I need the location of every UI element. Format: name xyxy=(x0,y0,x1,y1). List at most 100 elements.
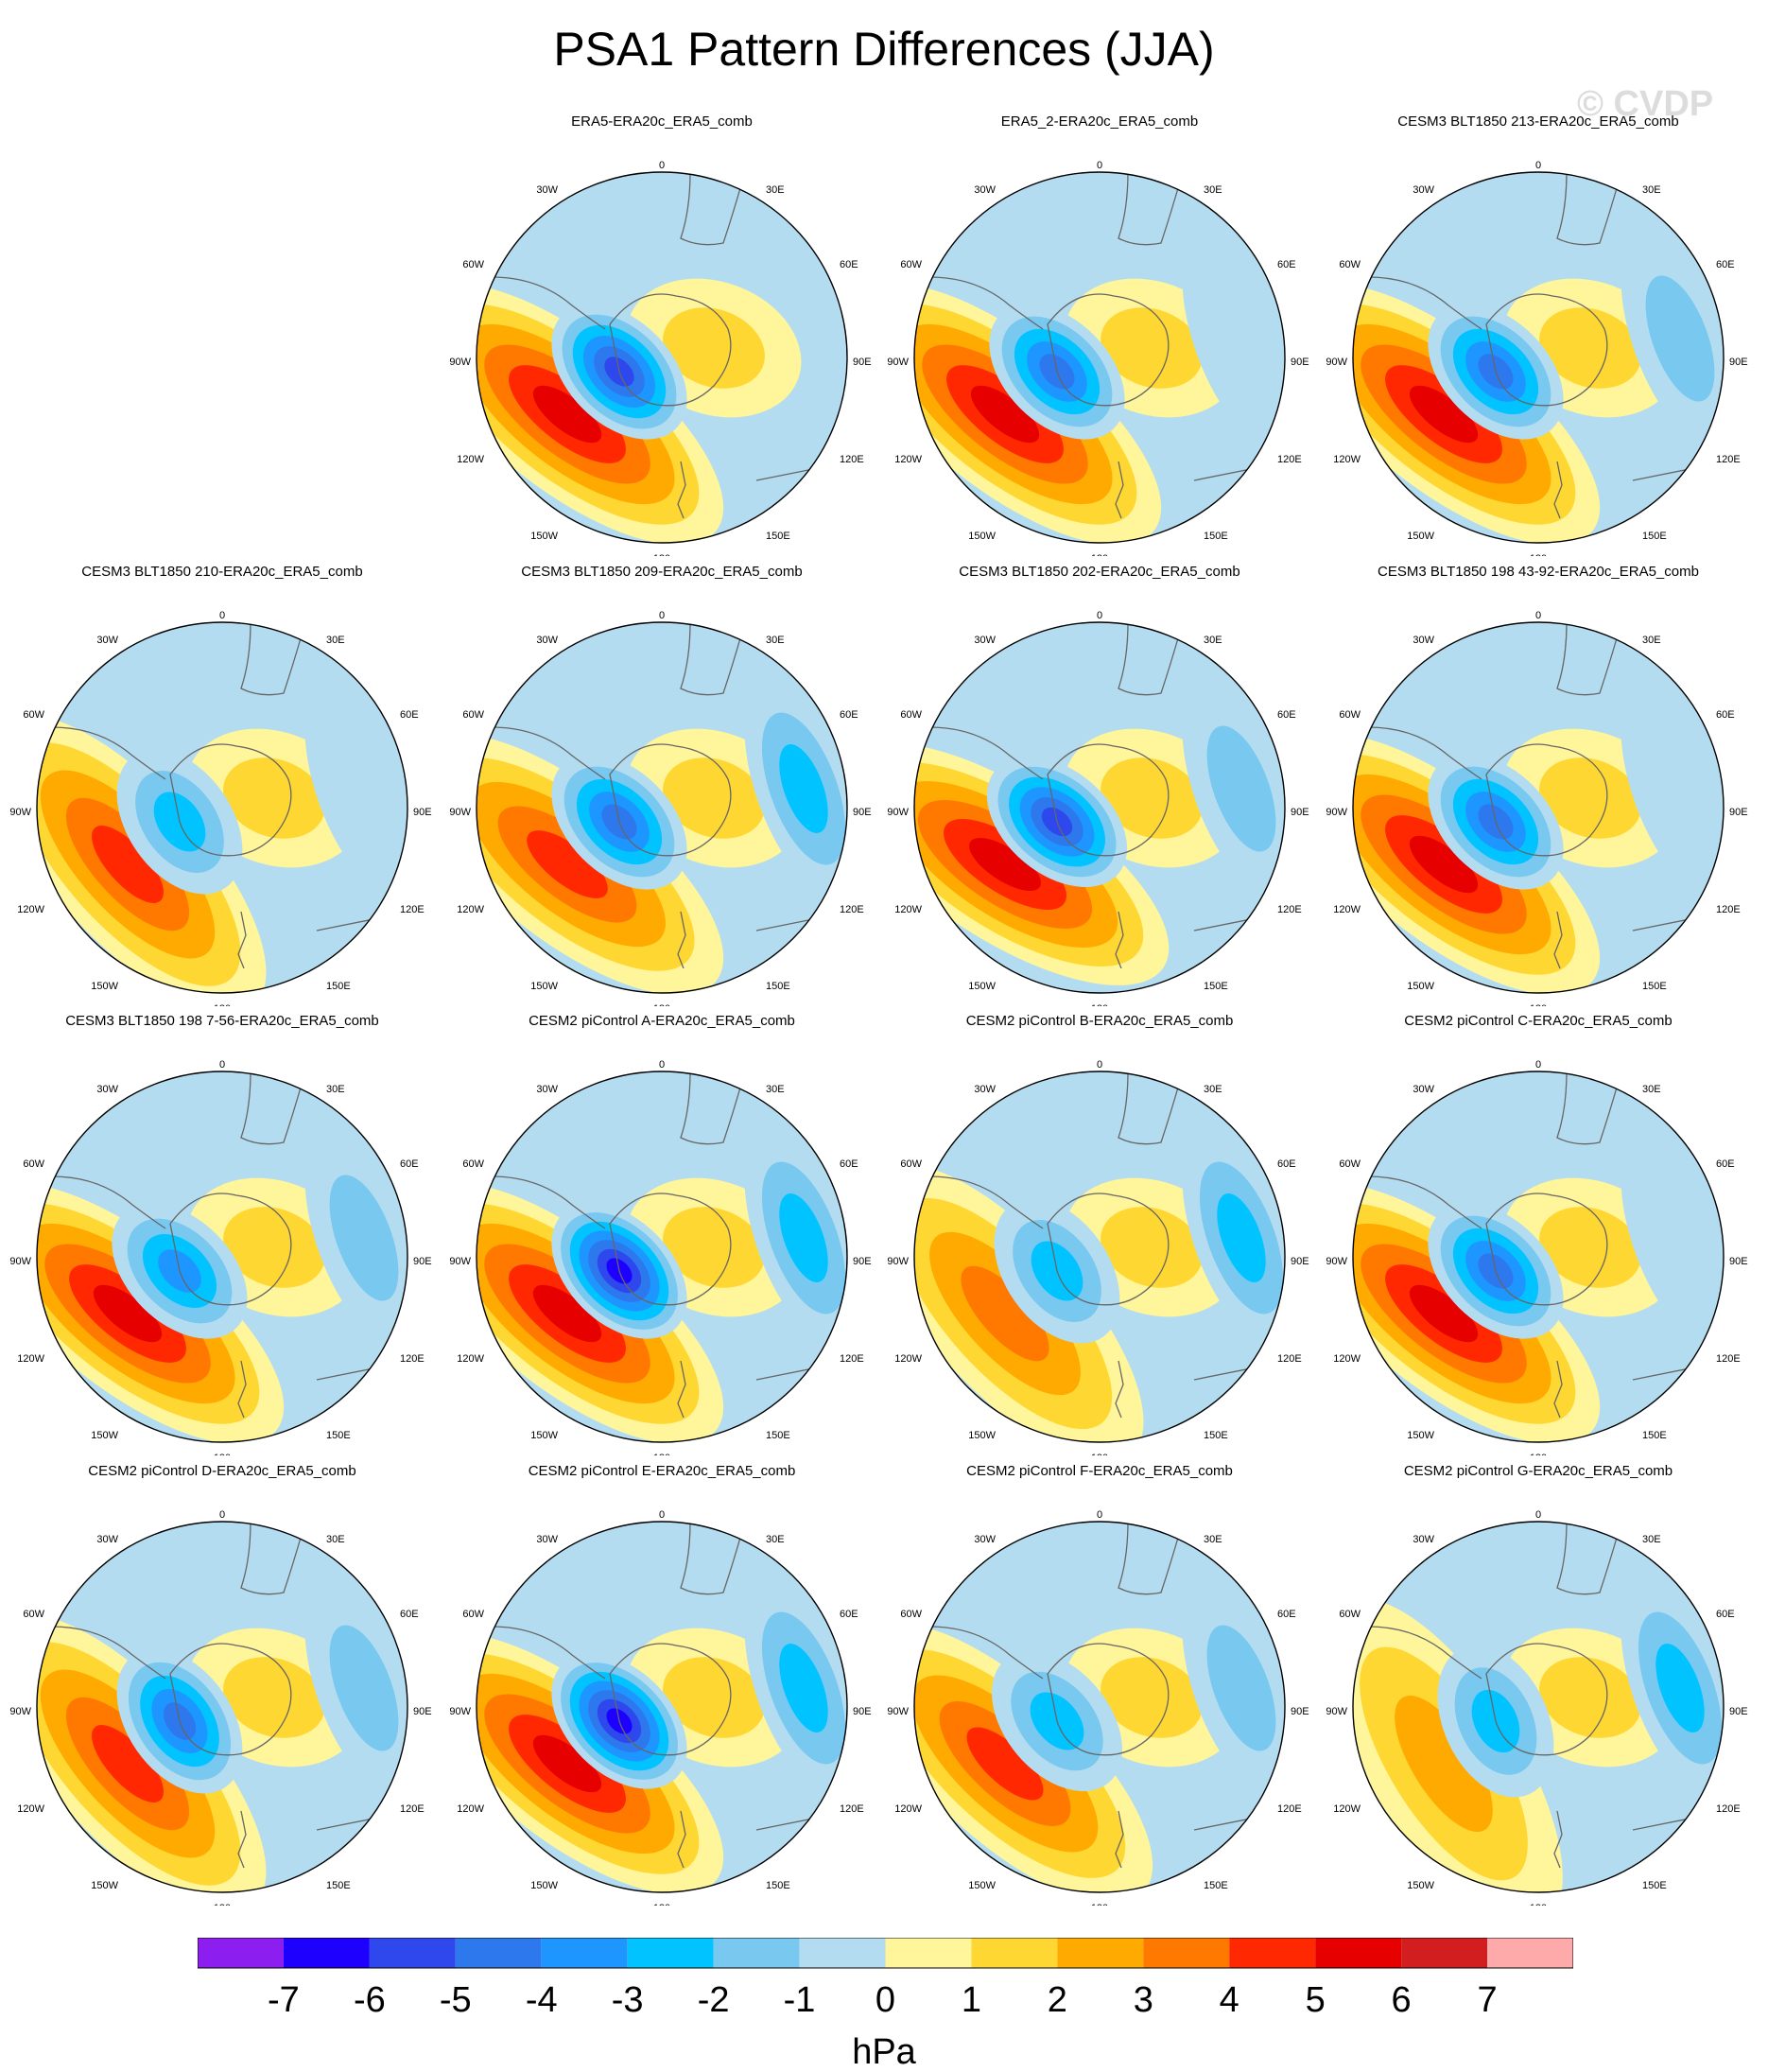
map-panel: ERA5_2-ERA20c_ERA5_comb 0 30E 30W 60E 60W 90E 9… xyxy=(877,113,1322,556)
map-panel: CESM3 BLT1850 213-ERA20c_ERA5_comb 0 30E 30… xyxy=(1316,113,1760,556)
antarctica-coastline xyxy=(609,1193,732,1306)
longitude-label: 30E xyxy=(1642,184,1661,196)
antarctica-coastline xyxy=(1047,293,1170,407)
positive-anomaly xyxy=(914,283,1162,543)
colorbar-tick-label: 3 xyxy=(1134,1980,1153,2020)
longitude-label: 0 xyxy=(659,1059,665,1071)
longitude-label: 60E xyxy=(840,1158,858,1170)
longitude-label: 90E xyxy=(1291,1706,1309,1717)
longitude-label: 120W xyxy=(17,904,44,915)
polar-stereographic-map: 0 30E 30W 60E 60W 90E 90W 120E 120W 150E 150W 180 xyxy=(887,1059,1309,1455)
africa-coastline xyxy=(1118,1522,1181,1595)
longitude-label: 60E xyxy=(840,259,858,270)
new-zealand-coastline xyxy=(1115,1810,1124,1869)
longitude-label: 90W xyxy=(449,1706,471,1717)
longitude-label: 120E xyxy=(1277,1803,1302,1815)
colorbar-tick-label: -6 xyxy=(354,1980,386,2020)
africa-coastline xyxy=(1118,622,1181,696)
longitude-label: 30W xyxy=(974,1534,996,1545)
colorbar-box xyxy=(198,1938,284,1968)
polar-stereographic-map: 0 30E 30W 60E 60W 90E 90W 120E 120W 150E 150W 180 xyxy=(449,1509,871,1906)
longitude-label: 90E xyxy=(853,357,872,368)
longitude-label: 120W xyxy=(894,454,922,465)
south-america-coastline xyxy=(928,276,1044,330)
longitude-label: 90W xyxy=(887,807,909,818)
polar-stereographic-map: 0 30E 30W 60E 60W 90E 90W 120E 120W 150E 150W 180 xyxy=(1326,1509,1747,1906)
longitude-label: 90W xyxy=(1326,1256,1347,1267)
positive-anomaly xyxy=(914,1623,1153,1892)
colorbar-box xyxy=(713,1938,800,1968)
africa-coastline xyxy=(1556,172,1620,246)
panel-title: CESM2 piControl A-ERA20c_ERA5_comb xyxy=(529,1013,795,1029)
map-border xyxy=(1352,1071,1725,1443)
colorbar-tick-label: 7 xyxy=(1477,1980,1497,2020)
longitude-label: 120E xyxy=(1716,1353,1741,1365)
longitude-label: 0 xyxy=(219,1509,225,1521)
longitude-label: 90W xyxy=(449,357,471,368)
antarctica-coastline xyxy=(1485,743,1608,857)
longitude-label: 120W xyxy=(457,1803,484,1815)
map-border xyxy=(913,1521,1286,1893)
longitude-label: 120E xyxy=(400,1353,425,1365)
longitude-label: 0 xyxy=(659,1509,665,1521)
longitude-label: 60W xyxy=(23,1609,44,1620)
longitude-label: 30W xyxy=(536,1534,558,1545)
longitude-label: 90W xyxy=(1326,1706,1347,1717)
new-zealand-coastline xyxy=(237,911,247,969)
longitude-label: 60W xyxy=(900,259,922,270)
negative-anomaly xyxy=(1621,1129,1724,1347)
antarctica-coastline xyxy=(169,1193,292,1306)
africa-coastline xyxy=(1556,1522,1620,1595)
longitude-label: 150W xyxy=(1407,981,1434,992)
longitude-label: 120W xyxy=(17,1803,44,1815)
africa-coastline xyxy=(240,622,303,696)
positive-anomaly xyxy=(1353,283,1601,543)
longitude-label: 120W xyxy=(1333,454,1361,465)
longitude-label: 90E xyxy=(413,807,432,818)
negative-anomaly xyxy=(744,1129,847,1347)
longitude-label: 60E xyxy=(400,1609,419,1620)
africa-coastline xyxy=(1556,1071,1620,1145)
longitude-label: 0 xyxy=(1535,1509,1541,1521)
positive-anomaly xyxy=(37,1182,285,1442)
longitude-label: 150W xyxy=(91,1430,118,1441)
longitude-label: 120W xyxy=(457,904,484,915)
africa-coastline xyxy=(240,1071,303,1145)
longitude-label: 30W xyxy=(536,1084,558,1095)
longitude-label: 60W xyxy=(1339,1609,1361,1620)
longitude-label: 30E xyxy=(766,635,785,646)
polar-stereographic-map: 0 30E 30W 60E 60W 90E 90W 120E 120W 150E 150W 180 xyxy=(449,1059,871,1455)
colorbar-tick-label: 5 xyxy=(1306,1980,1326,2020)
positive-anomaly xyxy=(1353,1598,1563,1892)
map-panel: CESM3 BLT1850 210-ERA20c_ERA5_comb 0 30E 30… xyxy=(0,564,444,1006)
positive-anomaly xyxy=(477,1182,724,1442)
africa-coastline xyxy=(680,1071,743,1145)
longitude-label: 0 xyxy=(659,610,665,621)
map-border xyxy=(476,621,848,994)
colorbar-box xyxy=(455,1938,542,1968)
map-panel: CESM2 piControl G-ERA20c_ERA5_comb 0 30E 30… xyxy=(1316,1463,1760,1906)
longitude-label: 180 xyxy=(1091,1003,1108,1006)
longitude-label: 150E xyxy=(1642,1430,1667,1441)
longitude-label: 180 xyxy=(653,553,670,556)
polar-stereographic-map: 0 30E 30W 60E 60W 90E 90W 120E 120W 150E 150W 180 xyxy=(887,1509,1309,1906)
map-border xyxy=(913,171,1286,544)
longitude-label: 30W xyxy=(96,1084,118,1095)
longitude-label: 30E xyxy=(1204,1084,1222,1095)
longitude-label: 180 xyxy=(1530,1003,1547,1006)
longitude-label: 90E xyxy=(1729,357,1748,368)
longitude-label: 150W xyxy=(1407,531,1434,542)
longitude-label: 30E xyxy=(766,184,785,196)
longitude-label: 150W xyxy=(91,981,118,992)
negative-anomaly xyxy=(304,680,407,897)
longitude-label: 150E xyxy=(1642,1880,1667,1891)
longitude-label: 60W xyxy=(462,259,484,270)
panel-title: CESM2 piControl E-ERA20c_ERA5_comb xyxy=(528,1463,796,1479)
panel-title: CESM2 piControl C-ERA20c_ERA5_comb xyxy=(1404,1013,1673,1029)
longitude-label: 90E xyxy=(1291,1256,1309,1267)
map-panel: CESM2 piControl D-ERA20c_ERA5_comb 0 30E 30… xyxy=(0,1463,444,1906)
longitude-label: 30E xyxy=(1204,1534,1222,1545)
longitude-label: 120E xyxy=(400,1803,425,1815)
longitude-label: 180 xyxy=(214,1453,231,1455)
longitude-label: 0 xyxy=(1097,160,1102,171)
